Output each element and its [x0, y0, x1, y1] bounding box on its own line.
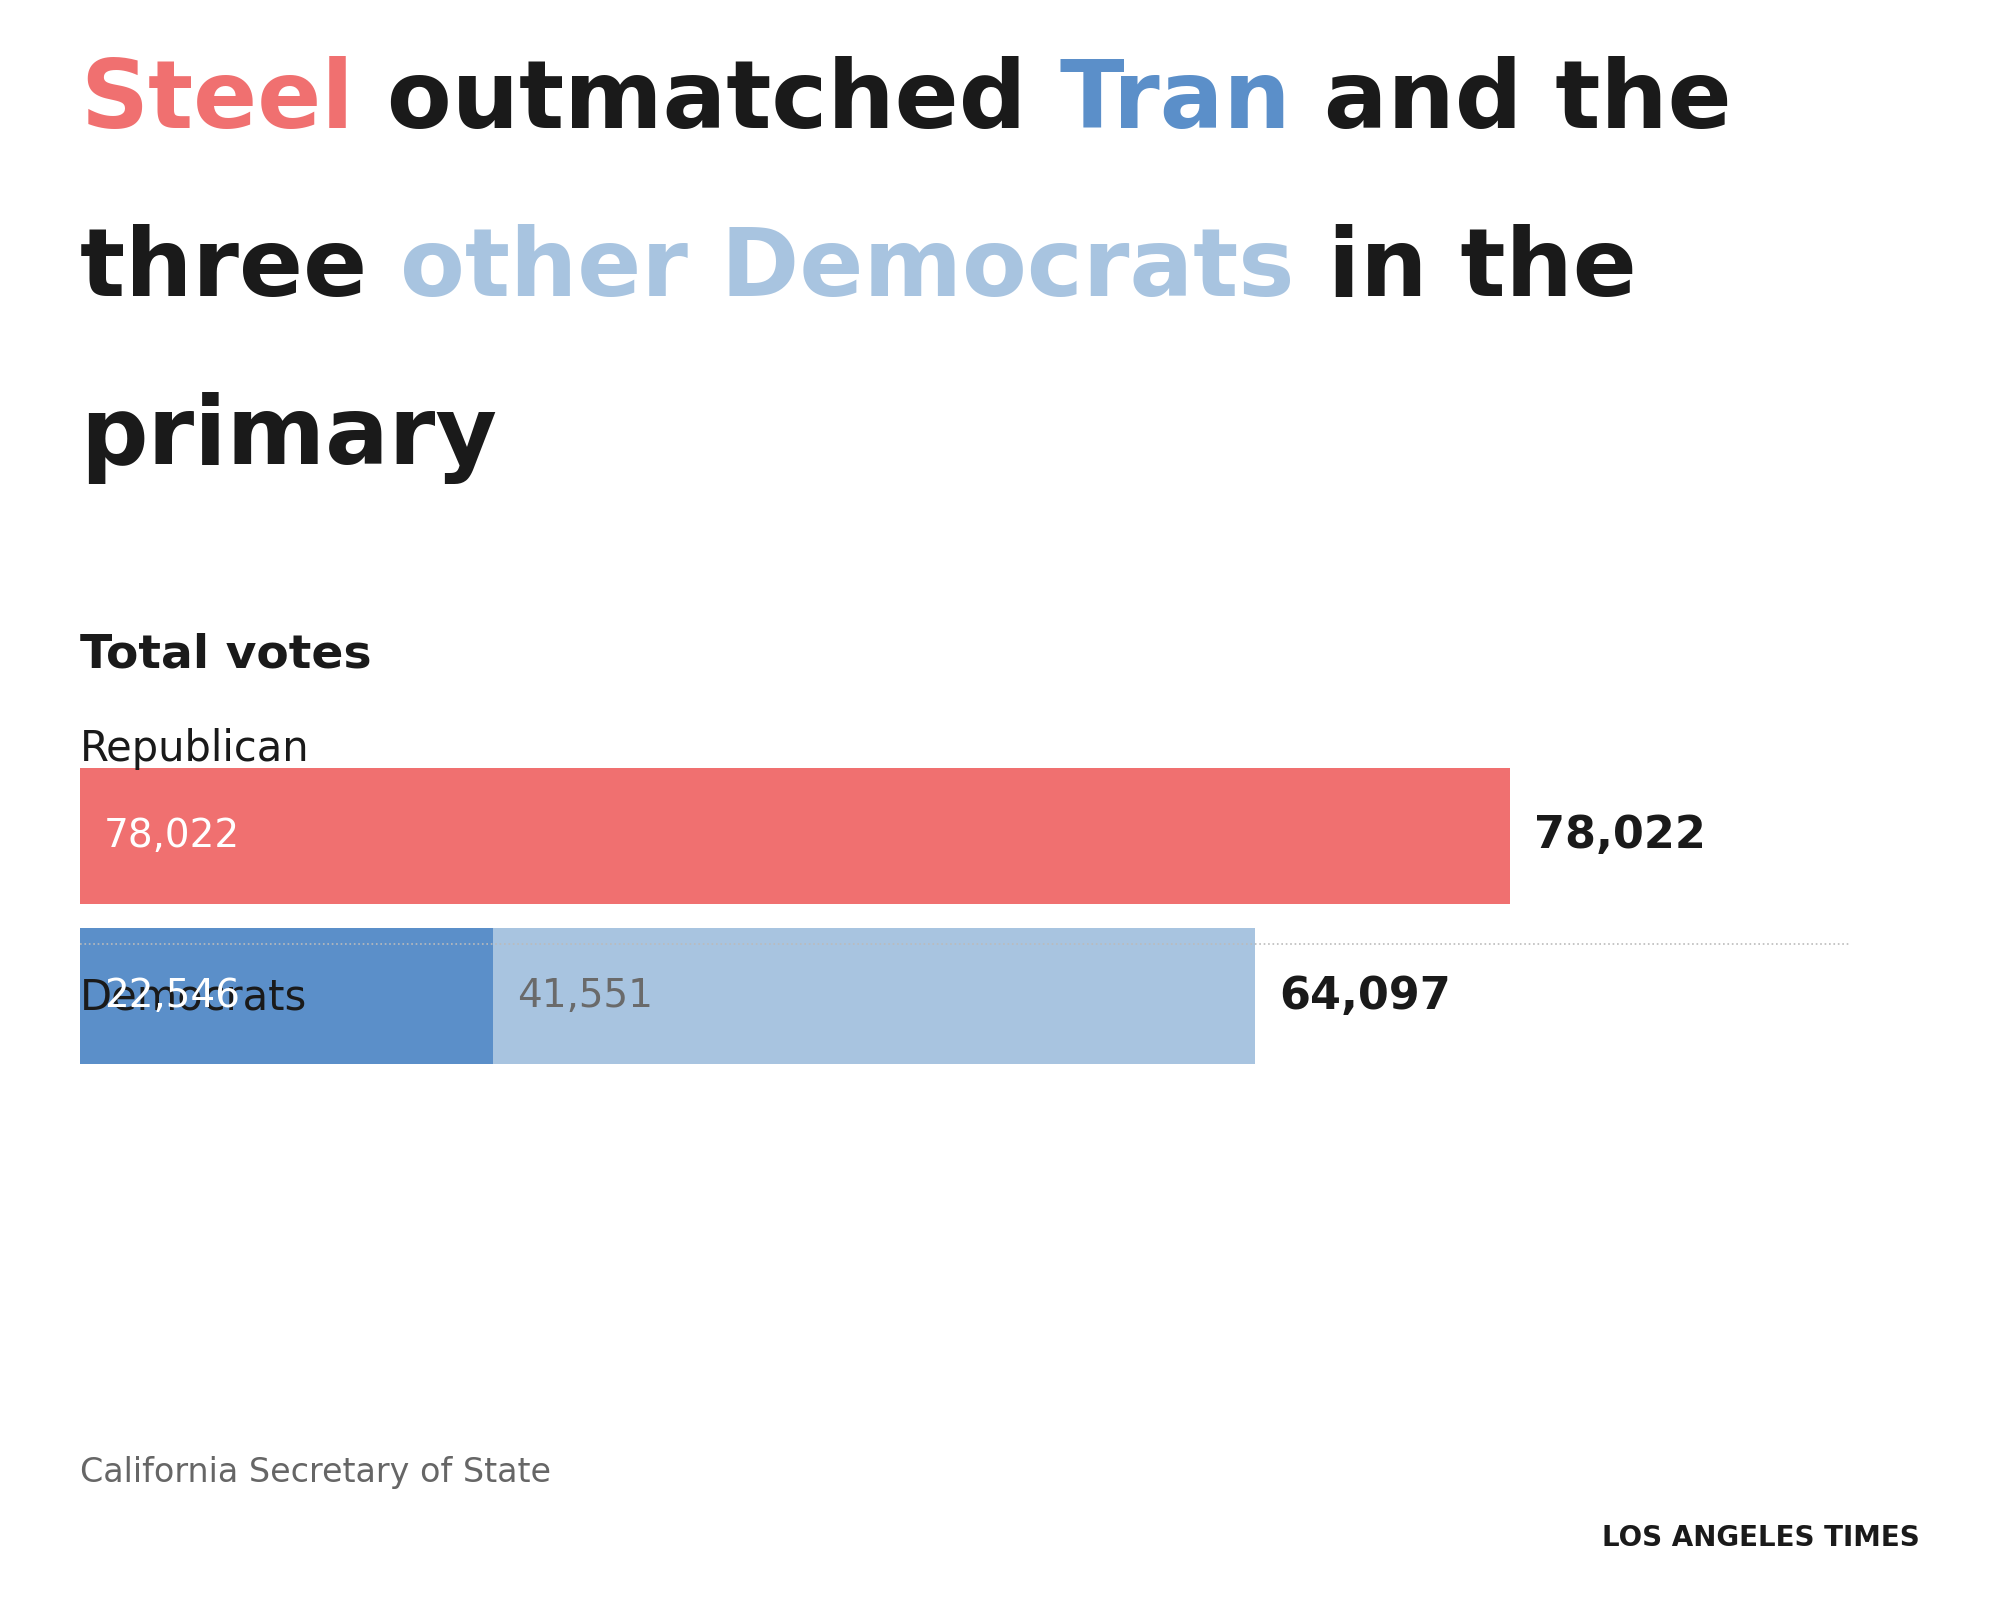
Text: Republican: Republican — [80, 728, 310, 770]
Text: outmatched: outmatched — [354, 56, 1060, 149]
Text: 41,551: 41,551 — [518, 978, 654, 1014]
Text: 22,546: 22,546 — [104, 978, 240, 1014]
Text: LOS ANGELES TIMES: LOS ANGELES TIMES — [1602, 1523, 1920, 1552]
Text: other Democrats: other Democrats — [400, 224, 1294, 317]
Text: Tran: Tran — [1060, 56, 1290, 149]
Text: 78,022: 78,022 — [1534, 814, 1706, 858]
Text: in the: in the — [1294, 224, 1636, 317]
Text: 78,022: 78,022 — [104, 818, 240, 854]
Text: three: three — [80, 224, 400, 317]
Text: Democrats: Democrats — [80, 976, 308, 1018]
Text: and the: and the — [1290, 56, 1732, 149]
Text: Steel: Steel — [80, 56, 354, 149]
Text: 64,097: 64,097 — [1280, 974, 1450, 1018]
Text: California Secretary of State: California Secretary of State — [80, 1456, 552, 1490]
Text: Total votes: Total votes — [80, 632, 372, 677]
Text: primary: primary — [80, 392, 496, 483]
